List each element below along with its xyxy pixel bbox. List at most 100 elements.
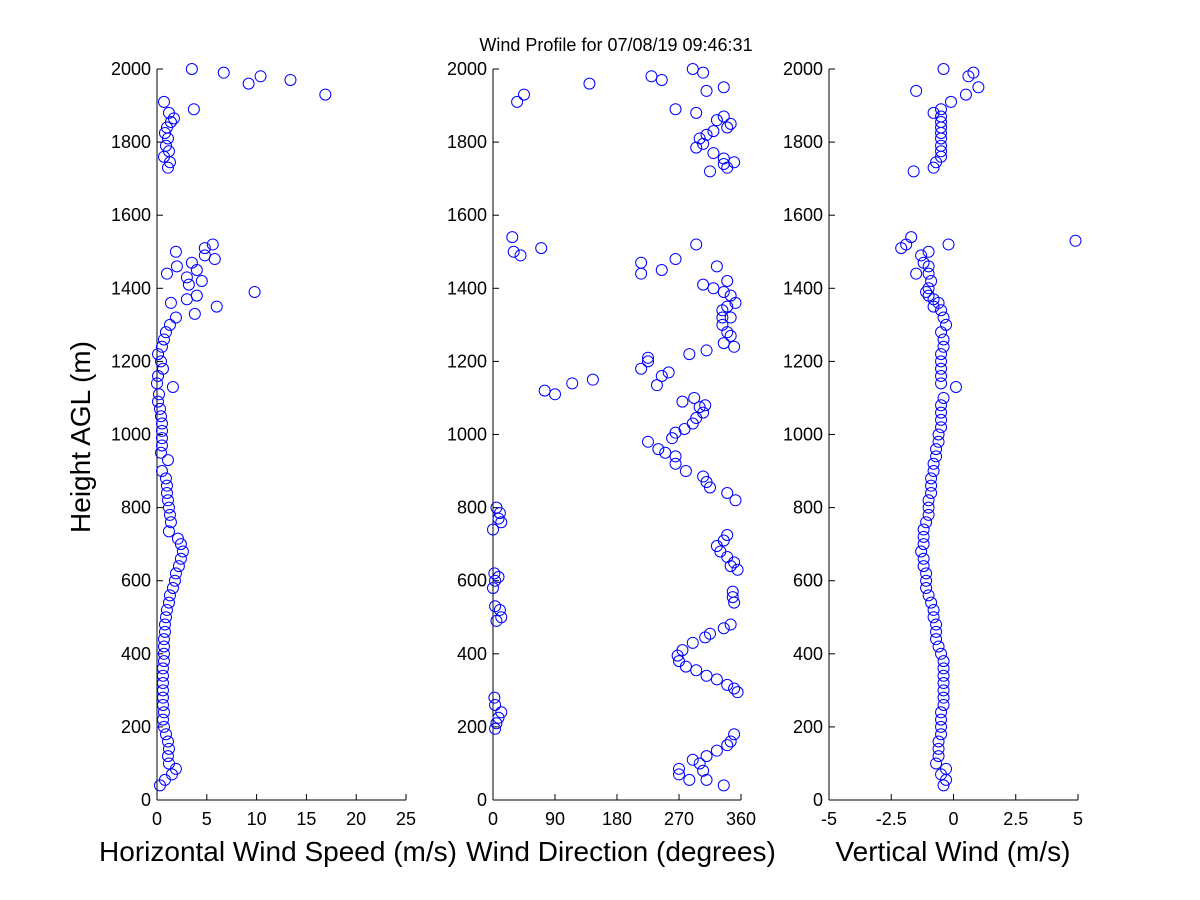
speed-y-tick-label: 1800 xyxy=(111,132,151,152)
speed-data-point xyxy=(163,508,176,521)
direction-data-point xyxy=(721,739,734,752)
vertical-data-point xyxy=(935,110,948,123)
direction-data-point xyxy=(642,355,654,368)
speed-y-tick-label: 800 xyxy=(121,498,151,518)
direction-data-point xyxy=(710,260,723,273)
speed-data-point xyxy=(157,95,170,108)
direction-data-point xyxy=(724,311,737,324)
vertical-data-point xyxy=(937,691,950,704)
vertical-data-point xyxy=(932,640,945,653)
vertical-data-point xyxy=(935,355,948,368)
speed-data-point xyxy=(155,432,168,445)
vertical-data-point xyxy=(937,677,950,690)
speed-data-point xyxy=(162,525,175,538)
vertical-data-point xyxy=(935,145,948,158)
vertical-data-point xyxy=(925,479,938,492)
direction-data-point xyxy=(700,128,713,141)
vertical-data-point xyxy=(937,698,950,711)
vertical-data-point xyxy=(935,421,948,434)
direction-data-point xyxy=(538,384,551,397)
direction-data-point xyxy=(700,669,713,682)
direction-panel: 0 200 400 600 800 1000 1200 1400 1600 1800 2000 0 90… xyxy=(447,59,756,829)
direction-data-point xyxy=(492,711,505,724)
vertical-data-point xyxy=(927,603,940,616)
speed-data-point xyxy=(156,691,169,704)
direction-data-point xyxy=(707,147,720,160)
speed-data-point xyxy=(163,318,176,331)
vertical-data-point xyxy=(935,647,948,660)
speed-data-point xyxy=(188,307,201,320)
vertical-data-point xyxy=(920,516,933,529)
vertical-data-point xyxy=(932,742,945,755)
direction-x-tick-label: 270 xyxy=(664,809,694,829)
vertical-y-tick-label: 800 xyxy=(793,498,823,518)
direction-data-point xyxy=(688,391,701,404)
vertical-data-point xyxy=(922,501,935,514)
vertical-data-point xyxy=(935,413,948,426)
direction-y-tick-label: 2000 xyxy=(447,59,487,79)
speed-data-point xyxy=(159,326,172,339)
direction-data-point xyxy=(487,582,499,595)
direction-data-point xyxy=(717,622,730,635)
direction-data-point xyxy=(683,348,696,361)
speed-data-point xyxy=(198,242,211,255)
vertical-data-point xyxy=(917,523,930,536)
speed-data-point xyxy=(166,380,179,393)
direction-data-point xyxy=(724,329,737,342)
direction-data-point xyxy=(495,516,508,529)
direction-data-point xyxy=(721,486,734,499)
direction-data-point xyxy=(676,644,689,657)
speed-y-tick-label: 600 xyxy=(121,571,151,591)
speed-data-point xyxy=(151,395,164,408)
speed-data-point xyxy=(185,63,198,75)
vertical-data-point xyxy=(920,567,933,580)
direction-data-point xyxy=(724,618,737,631)
direction-data-point xyxy=(716,318,729,331)
direction-data-point xyxy=(650,379,663,392)
direction-data-point xyxy=(686,63,699,75)
speed-data-point xyxy=(156,713,169,726)
speed-data-point xyxy=(156,677,169,690)
vertical-data-point xyxy=(930,633,943,646)
speed-data-point xyxy=(168,574,181,587)
vertical-x-tick-label: 5 xyxy=(1073,809,1083,829)
direction-data-point xyxy=(673,762,685,775)
vertical-y-tick-label: 2000 xyxy=(783,59,823,79)
vertical-x-axis-label: Vertical Wind (m/s) xyxy=(836,836,1071,867)
vertical-data-point xyxy=(937,684,950,697)
speed-x-tick-label: 25 xyxy=(396,809,416,829)
speed-data-point xyxy=(162,145,175,158)
vertical-data-point xyxy=(967,66,980,79)
speed-data-point xyxy=(284,73,297,86)
vertical-panel: 0 200 400 600 800 1000 1200 1400 1600 1800 2000 -5 -… xyxy=(783,59,1083,829)
direction-x-tick-label: 180 xyxy=(602,809,632,829)
vertical-data-point xyxy=(930,625,943,638)
speed-data-point xyxy=(158,625,171,638)
speed-data-point xyxy=(176,545,189,558)
direction-data-point xyxy=(686,753,699,766)
speed-data-point xyxy=(210,300,223,313)
direction-data-point xyxy=(635,362,648,375)
speed-data-point xyxy=(155,439,168,452)
direction-data-point xyxy=(655,370,668,383)
direction-data-point xyxy=(652,443,665,456)
direction-data-point xyxy=(710,114,723,127)
speed-data-point xyxy=(161,161,174,174)
vertical-data-point xyxy=(937,311,950,324)
direction-y-tick-label: 400 xyxy=(457,644,487,664)
vertical-data-point xyxy=(935,406,948,419)
vertical-data-point xyxy=(922,508,935,521)
direction-x-tick-label: 360 xyxy=(726,809,756,829)
direction-data-point xyxy=(673,655,685,668)
speed-data-point xyxy=(190,289,203,302)
direction-data-point xyxy=(669,450,682,463)
vertical-data-point xyxy=(927,161,940,174)
direction-data-point xyxy=(724,289,737,302)
speed-data-point xyxy=(185,256,198,269)
vertical-data-point xyxy=(937,63,950,75)
direction-data-point xyxy=(731,686,744,699)
vertical-y-tick-label: 400 xyxy=(793,644,823,664)
speed-x-tick-label: 15 xyxy=(296,809,316,829)
direction-data-point xyxy=(686,636,699,649)
speed-data-point xyxy=(160,267,173,280)
